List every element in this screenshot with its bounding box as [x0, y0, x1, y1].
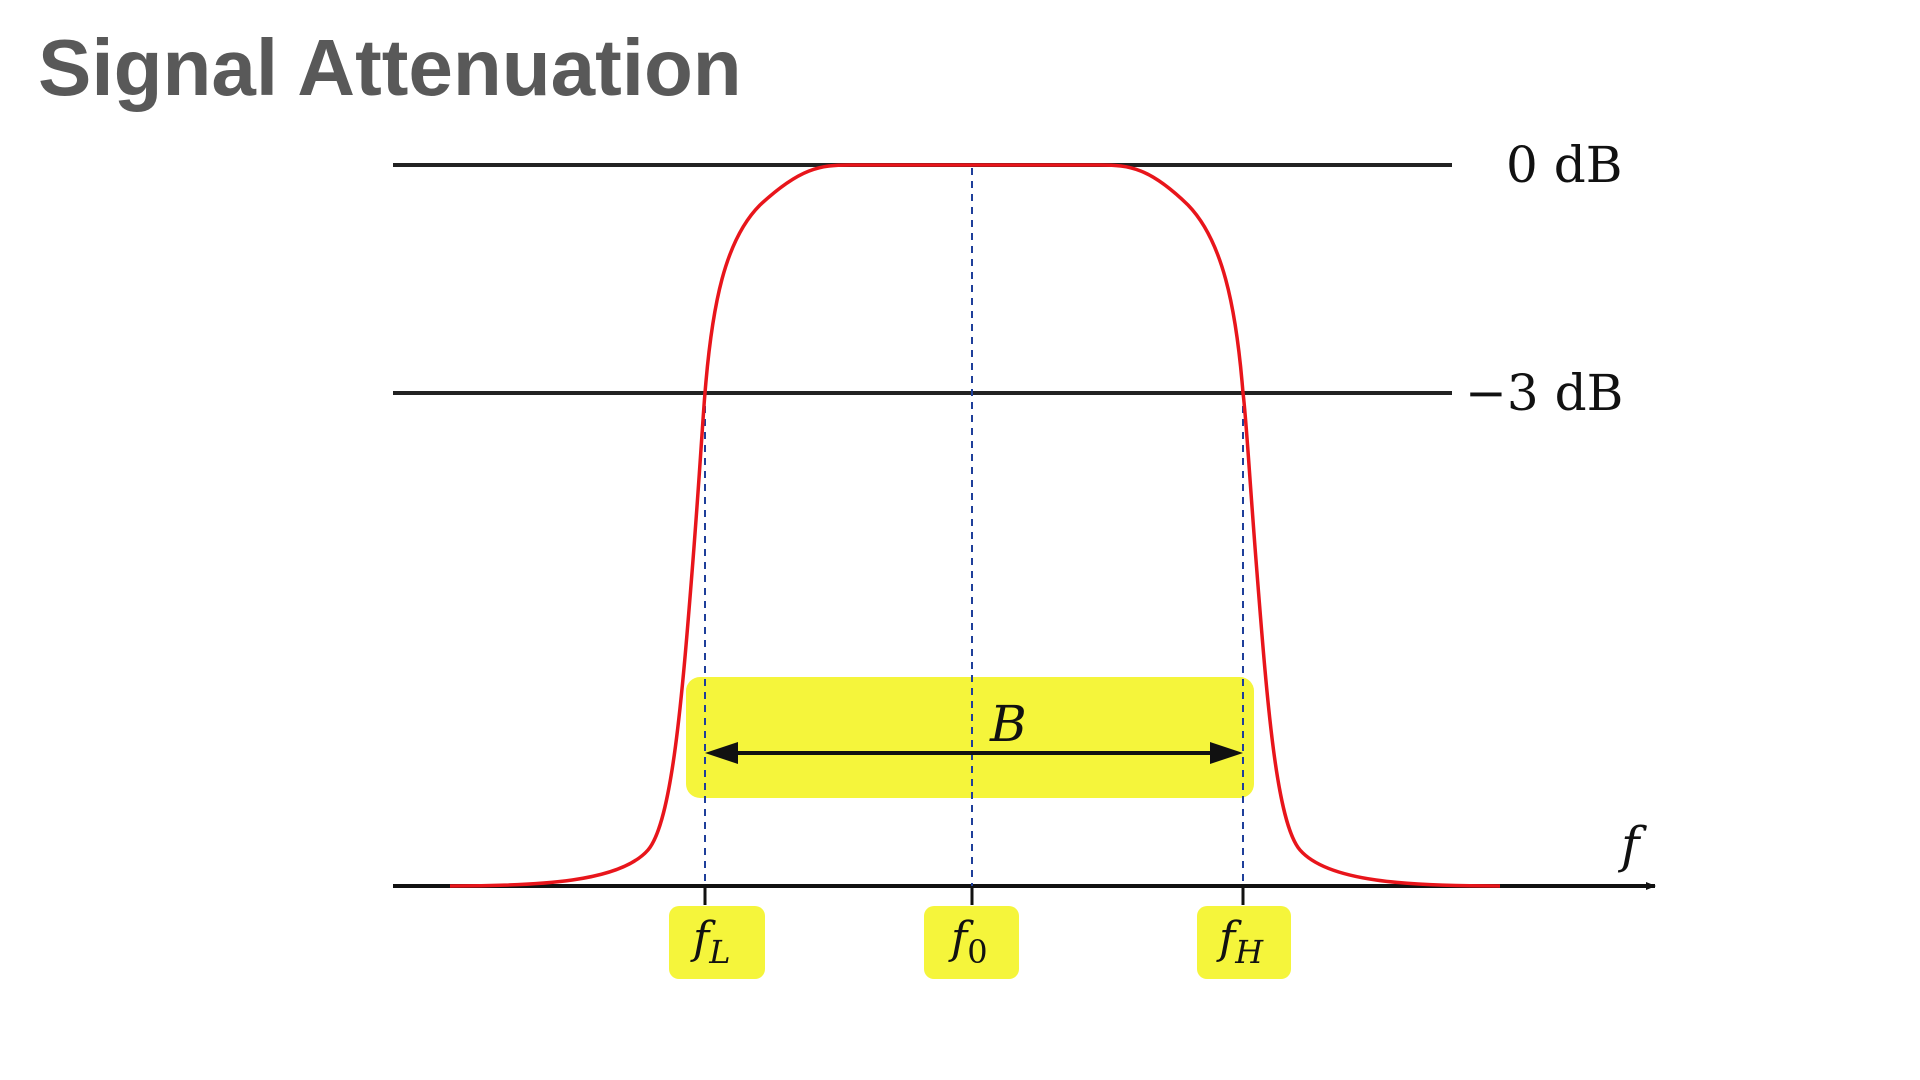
slide-title: Signal Attenuation	[38, 23, 742, 112]
bandwidth-highlight	[686, 677, 1254, 798]
zero-db-label: 0 dB	[1506, 136, 1622, 194]
bandwidth-label: B	[989, 695, 1027, 753]
bandwidth-arrow-left-head	[705, 742, 738, 764]
bandwidth-arrow-right-head	[1210, 742, 1243, 764]
response-curve	[449, 163, 1501, 888]
f0-subscript: 0	[967, 933, 987, 971]
frequency-axis-label: f	[1617, 816, 1647, 874]
fh-highlight	[1197, 906, 1291, 979]
minus3-db-label: −3 dB	[1465, 364, 1623, 422]
f0-highlight	[924, 906, 1019, 979]
fl-subscript: L	[708, 933, 730, 971]
fh-subscript: H	[1234, 933, 1264, 971]
fl-highlight	[669, 906, 765, 979]
